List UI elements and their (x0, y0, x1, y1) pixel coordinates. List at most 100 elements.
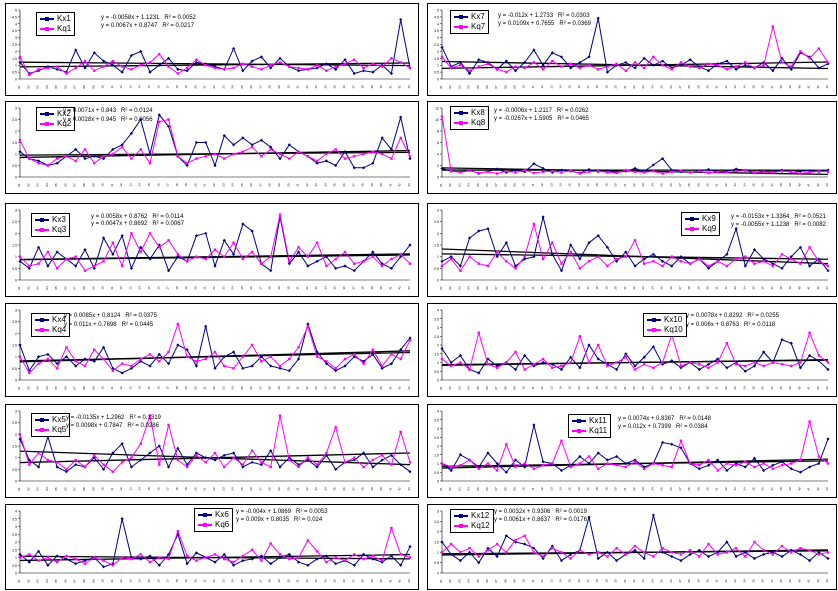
y-tick-label: 0 (15, 379, 17, 383)
trend-equation: y = 0.0078x + 0.8292 R² = 0.0255 (686, 313, 779, 319)
x-tick-label: 27 (678, 183, 682, 187)
trend-equation: y = -0.0135x + 1.2962 R² = 0.1319 (66, 415, 161, 421)
x-tick-label: 20 (193, 85, 197, 89)
data-point-kq2 (120, 145, 124, 149)
data-point-kq1 (158, 52, 161, 56)
x-tick-label: 30 (706, 579, 710, 583)
data-point-kq6 (148, 560, 152, 564)
x-tick-label: 15 (147, 85, 151, 89)
data-point-kq2 (288, 157, 291, 160)
data-point-kx12 (780, 554, 784, 559)
x-tick-label: 23 (641, 183, 645, 187)
data-point-kq5 (315, 463, 319, 466)
legend-label: Kx6 (215, 510, 229, 519)
x-tick-label: 14 (138, 487, 142, 491)
data-point-kx4 (231, 350, 236, 354)
y-tick-label: 2 (437, 344, 439, 348)
data-point-kx12 (762, 552, 766, 556)
x-tick-label: 24 (231, 85, 235, 89)
x-tick-label: 26 (669, 579, 673, 583)
trend-equation: y = 0.0058x + 0.8762 R² = 0.0114 (91, 214, 184, 220)
x-tick-label: 09 (91, 579, 95, 583)
x-tick-label: 10 (101, 183, 105, 187)
data-point-kx2 (194, 140, 199, 145)
trend-equation: y = 0.0098x + 0.7847 R² = 0.0286 (66, 423, 159, 429)
x-tick-label: 25 (240, 286, 244, 290)
x-tick-label: 18 (595, 487, 599, 491)
legend-entry: Kq2 (40, 119, 71, 129)
x-tick-label: 36 (761, 386, 765, 390)
x-tick-label: 21 (623, 286, 627, 290)
x-tick-label: 26 (249, 579, 253, 583)
trend-equation: y = -0.0267x + 1.5905 R² = 0.0465 (494, 116, 589, 122)
data-point-kx12 (798, 552, 803, 556)
x-tick-label: 30 (286, 286, 290, 290)
x-tick-label: 32 (724, 183, 728, 187)
x-tick-label: 41 (388, 386, 392, 390)
data-point-kq5 (297, 465, 300, 469)
data-point-kq12 (780, 544, 784, 548)
data-point-kq10 (679, 364, 683, 368)
x-tick-label: 20 (193, 183, 197, 187)
x-tick-label: 31 (296, 183, 300, 187)
x-tick-label: 03 (457, 85, 461, 89)
x-tick-label: 15 (147, 183, 151, 187)
data-point-kq10 (826, 361, 830, 364)
data-point-kx12 (808, 559, 812, 563)
x-tick-label: 11 (110, 579, 114, 582)
data-point-kq4 (195, 360, 198, 363)
data-point-kq2 (362, 152, 365, 156)
x-tick-label: 32 (724, 386, 728, 390)
x-tick-label: 39 (788, 183, 792, 187)
trend-equation: y = 0.0071x + 0.843 R² = 0.0124 (63, 108, 153, 114)
data-point-kq7 (670, 68, 673, 71)
x-tick-label: 16 (577, 85, 581, 89)
y-tick-label: 2 (437, 50, 439, 54)
x-tick-label: 34 (323, 85, 327, 89)
data-point-kx5 (111, 451, 115, 455)
x-tick-label: 16 (577, 386, 581, 390)
data-point-kq9 (698, 257, 701, 261)
data-point-kq12 (505, 551, 508, 554)
data-point-kq2 (223, 157, 226, 160)
data-point-kx7 (458, 60, 462, 65)
data-point-kq5 (223, 465, 226, 469)
x-tick-label: 26 (249, 386, 253, 390)
x-tick-label: 17 (586, 579, 590, 583)
data-point-kq2 (315, 159, 319, 163)
x-tick-label: 14 (558, 286, 562, 290)
x-tick-label: 38 (779, 487, 783, 491)
data-point-kq12 (679, 553, 683, 556)
data-point-kq2 (260, 155, 263, 158)
data-point-kq3 (83, 269, 87, 272)
data-point-kx5 (371, 465, 375, 469)
x-tick-label: 29 (277, 579, 281, 583)
x-tick-label: 01 (17, 286, 21, 290)
data-point-kx9 (633, 264, 637, 268)
x-tick-label: 05 (476, 183, 480, 187)
data-point-kx1 (101, 59, 106, 63)
data-point-kx1 (185, 69, 189, 73)
x-tick-label: 09 (513, 85, 517, 89)
x-tick-label: 16 (156, 85, 160, 89)
legend-swatch-icon (35, 327, 49, 333)
y-tick-label: 0 (15, 572, 17, 576)
data-point-kq7 (652, 55, 655, 59)
x-tick-label: 34 (323, 286, 327, 290)
data-point-kq5 (288, 458, 291, 462)
y-tick-label: 1 (15, 556, 17, 560)
data-point-kx6 (278, 555, 282, 560)
data-point-kq11 (817, 455, 821, 458)
trend-equation: y = 0.0109x + 0.7655 R² = 0.0369 (498, 21, 591, 27)
x-tick-label: 19 (184, 183, 188, 187)
x-tick-label: 04 (467, 487, 471, 491)
data-point-kq2 (371, 150, 375, 153)
data-point-kq11 (615, 464, 618, 467)
data-point-kq8 (597, 170, 600, 173)
x-tick-label: 10 (101, 487, 105, 491)
x-tick-label: 16 (156, 286, 160, 290)
data-point-kq5 (408, 461, 412, 464)
data-point-kq11 (642, 467, 646, 470)
data-point-kq11 (459, 464, 462, 467)
